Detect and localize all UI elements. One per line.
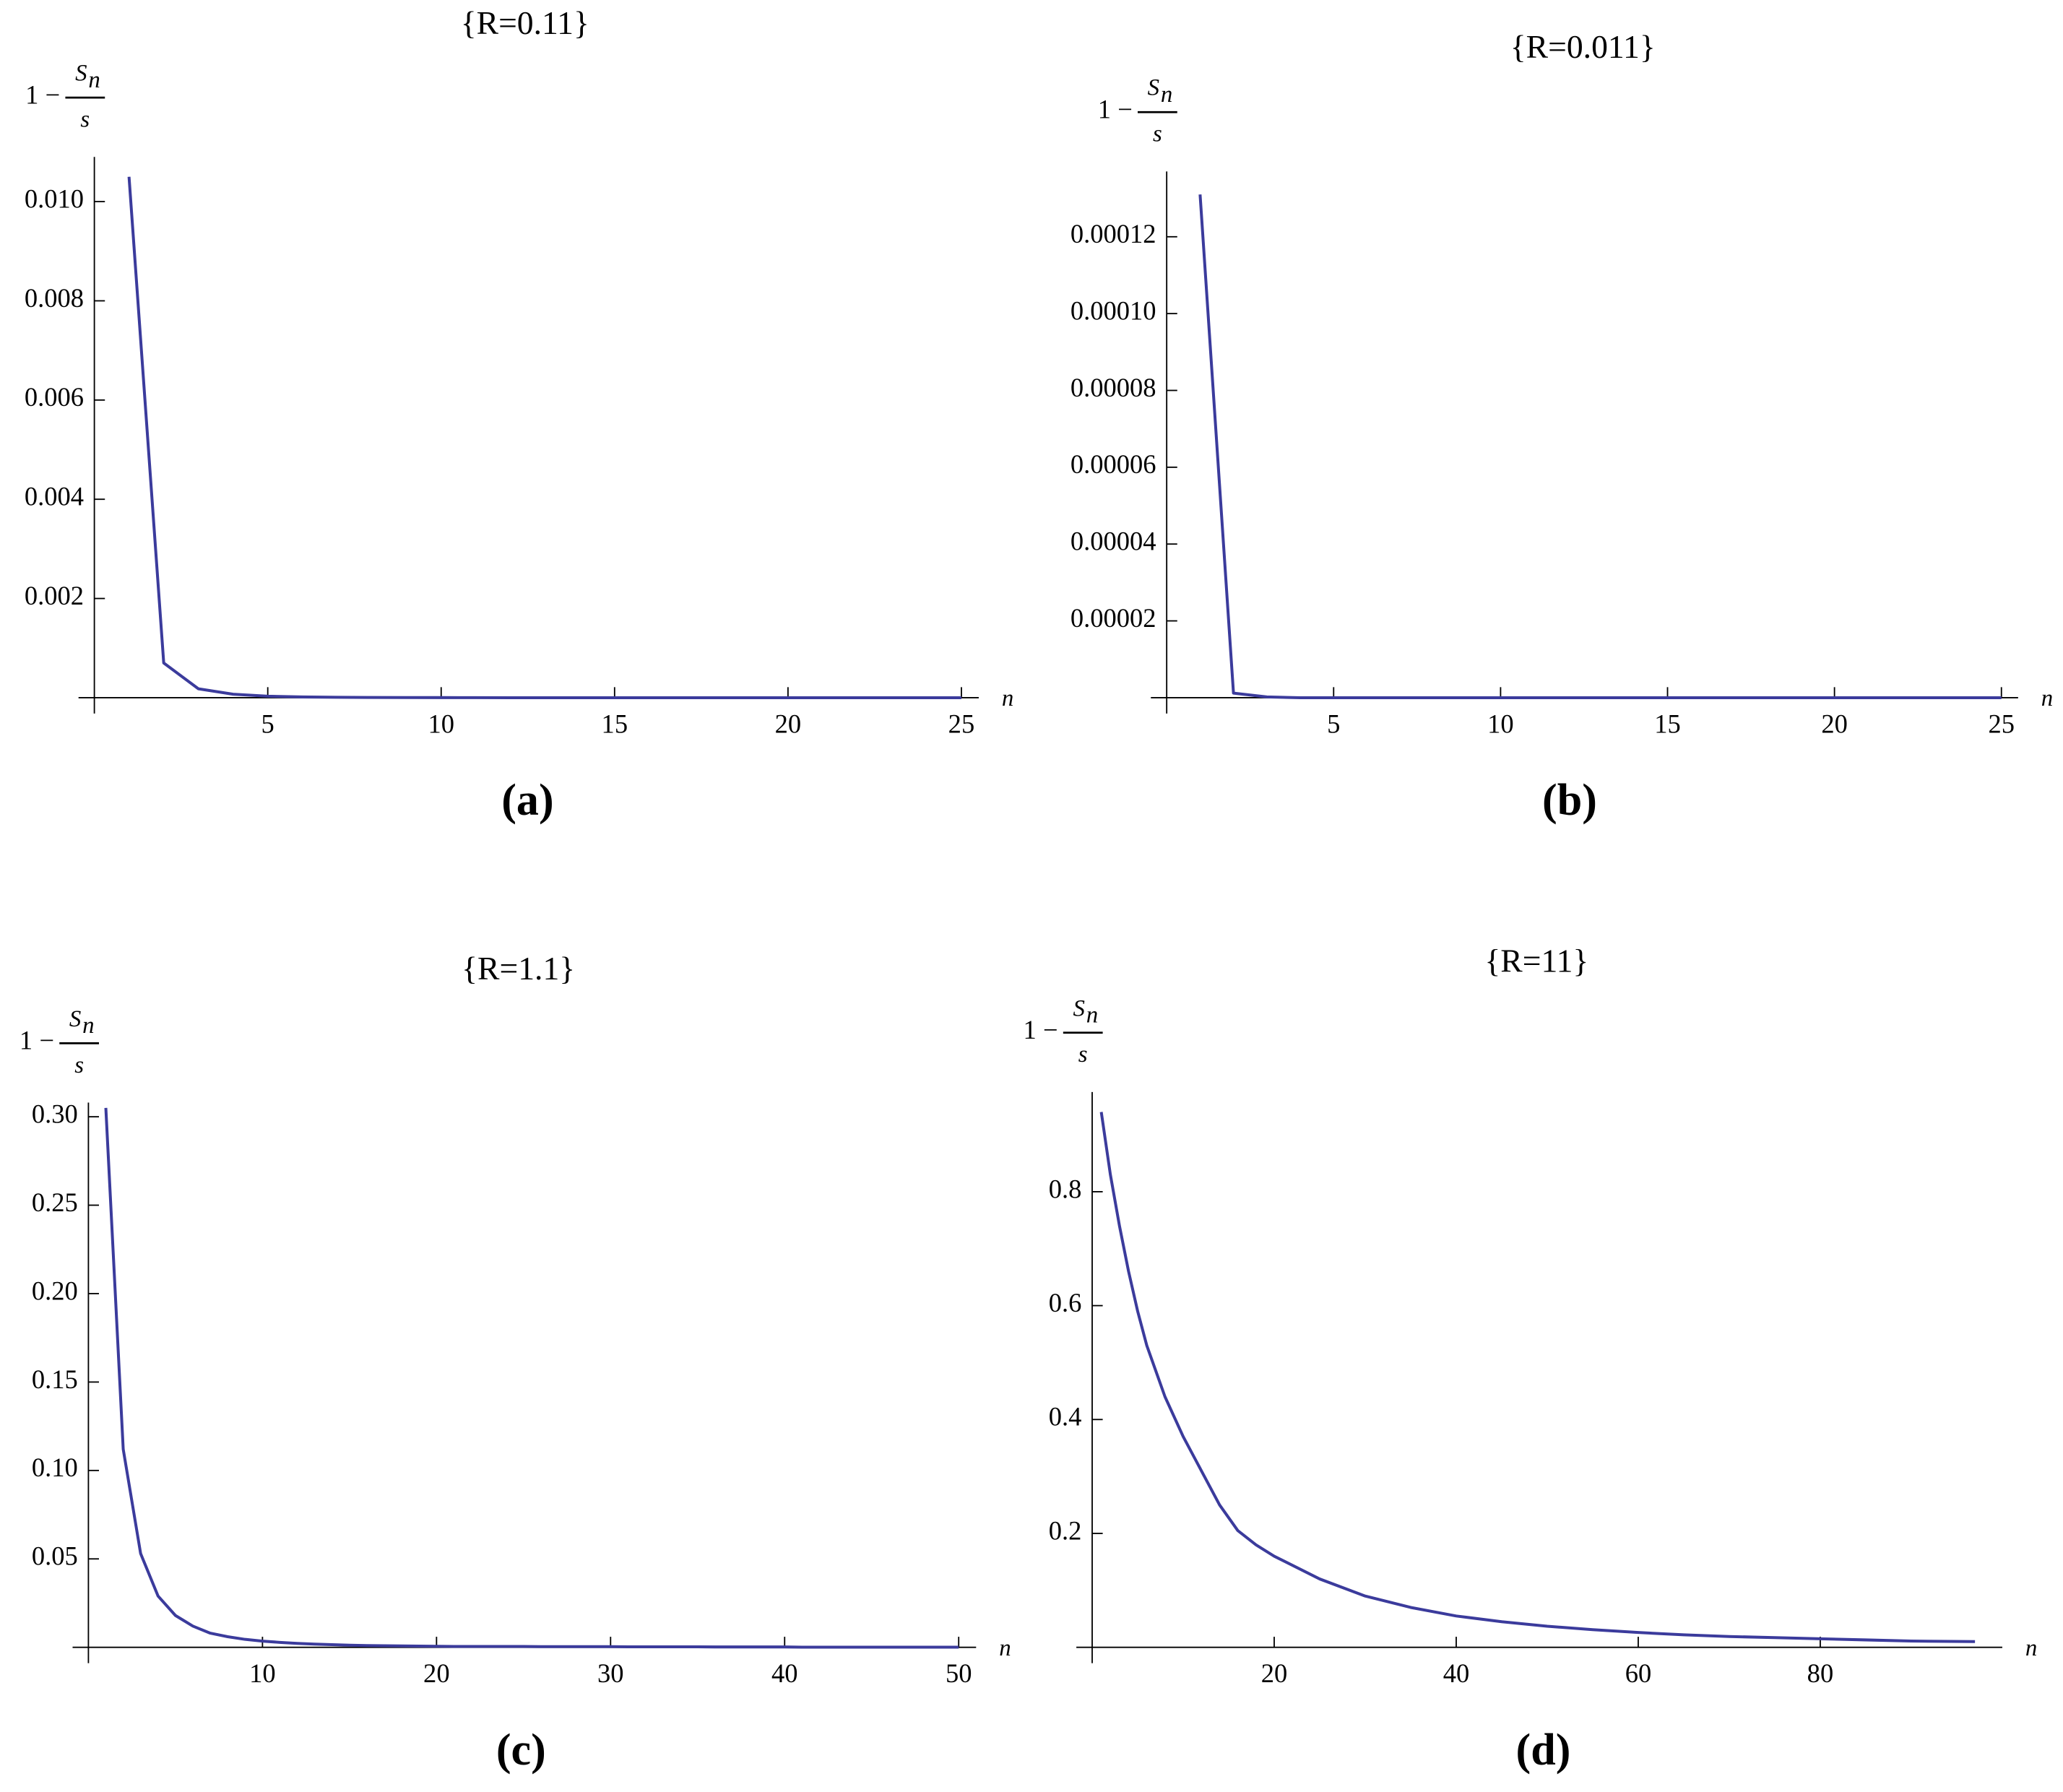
y-tick-label: 0.2 bbox=[1049, 1515, 1082, 1545]
y-tick-label: 0.00008 bbox=[1071, 373, 1156, 402]
x-tick-label: 20 bbox=[423, 1658, 450, 1688]
x-tick-label: 50 bbox=[946, 1658, 972, 1688]
x-tick-label: 40 bbox=[1443, 1658, 1470, 1688]
data-line bbox=[127, 176, 961, 699]
y-tick-label: 0.8 bbox=[1049, 1174, 1082, 1203]
x-tick-label: 80 bbox=[1807, 1658, 1834, 1688]
y-tick-label: 0.05 bbox=[32, 1541, 78, 1571]
y-tick-label: 0.00012 bbox=[1071, 219, 1156, 248]
x-tick-label: 40 bbox=[771, 1658, 798, 1688]
y-tick-label: 0.00004 bbox=[1071, 527, 1156, 556]
x-tick-label: 10 bbox=[1487, 709, 1514, 739]
y-label-num: S bbox=[1073, 995, 1085, 1021]
y-tick-label: 0.010 bbox=[25, 183, 84, 213]
x-axis-label: n bbox=[2025, 1635, 2037, 1661]
y-tick-label: 0.006 bbox=[25, 382, 84, 412]
chart-title: {R=1.1} bbox=[462, 950, 575, 987]
panel-caption: (d) bbox=[1516, 1726, 1571, 1775]
y-label-sub: n bbox=[88, 67, 100, 93]
y-tick-label: 0.002 bbox=[25, 581, 84, 610]
x-tick-label: 60 bbox=[1625, 1658, 1652, 1688]
x-axis-label: n bbox=[999, 1635, 1011, 1661]
y-tick-label: 0.00010 bbox=[1071, 296, 1156, 326]
y-tick-label: 0.008 bbox=[25, 283, 84, 313]
y-label-den: s bbox=[80, 107, 90, 133]
y-tick-label: 0.30 bbox=[32, 1099, 78, 1129]
chart-title: {R=0.011} bbox=[1510, 28, 1656, 65]
data-line bbox=[104, 1107, 959, 1649]
panel-caption: (b) bbox=[1542, 776, 1597, 825]
data-line bbox=[1198, 194, 2002, 699]
y-tick-label: 0.00006 bbox=[1071, 449, 1156, 479]
y-tick-label: 0.15 bbox=[32, 1364, 78, 1394]
y-label-num: S bbox=[1148, 75, 1159, 101]
x-tick-label: 20 bbox=[1821, 709, 1848, 739]
y-label-lead: 1 − bbox=[20, 1026, 54, 1055]
y-label-lead: 1 − bbox=[1098, 95, 1133, 124]
y-tick-label: 0.00002 bbox=[1071, 603, 1156, 633]
x-tick-label: 25 bbox=[948, 709, 975, 739]
x-tick-label: 10 bbox=[428, 709, 454, 739]
y-tick-label: 0.4 bbox=[1049, 1402, 1082, 1432]
chart-title: {R=0.11} bbox=[461, 4, 589, 41]
y-label-num: S bbox=[69, 1006, 81, 1032]
y-label-sub: n bbox=[82, 1013, 94, 1039]
x-tick-label: 5 bbox=[1327, 709, 1340, 739]
y-label-lead: 1 − bbox=[25, 79, 60, 109]
x-tick-label: 25 bbox=[1988, 709, 2015, 739]
y-tick-label: 0.20 bbox=[32, 1276, 78, 1305]
panel-caption: (c) bbox=[496, 1726, 546, 1775]
y-label-den: s bbox=[74, 1052, 84, 1078]
x-axis-label: n bbox=[2041, 685, 2053, 711]
x-tick-label: 10 bbox=[249, 1658, 276, 1688]
y-label-lead: 1 − bbox=[1024, 1015, 1058, 1044]
y-label-sub: n bbox=[1161, 82, 1172, 108]
chart-title: {R=11} bbox=[1484, 942, 1588, 979]
x-axis-label: n bbox=[1002, 685, 1013, 711]
x-tick-label: 5 bbox=[261, 709, 274, 739]
y-label-den: s bbox=[1153, 121, 1162, 147]
y-label-den: s bbox=[1078, 1042, 1088, 1068]
y-tick-label: 0.10 bbox=[32, 1453, 78, 1482]
data-line bbox=[1099, 1112, 1976, 1643]
x-tick-label: 15 bbox=[602, 709, 628, 739]
x-tick-label: 15 bbox=[1654, 709, 1681, 739]
x-tick-label: 20 bbox=[775, 709, 802, 739]
y-label-sub: n bbox=[1086, 1002, 1098, 1028]
y-tick-label: 0.25 bbox=[32, 1187, 78, 1217]
x-tick-label: 20 bbox=[1261, 1658, 1288, 1688]
y-tick-label: 0.6 bbox=[1049, 1288, 1082, 1317]
y-label-num: S bbox=[75, 61, 87, 87]
panel-caption: (a) bbox=[501, 776, 553, 825]
y-tick-label: 0.004 bbox=[25, 482, 84, 511]
x-tick-label: 30 bbox=[597, 1658, 624, 1688]
